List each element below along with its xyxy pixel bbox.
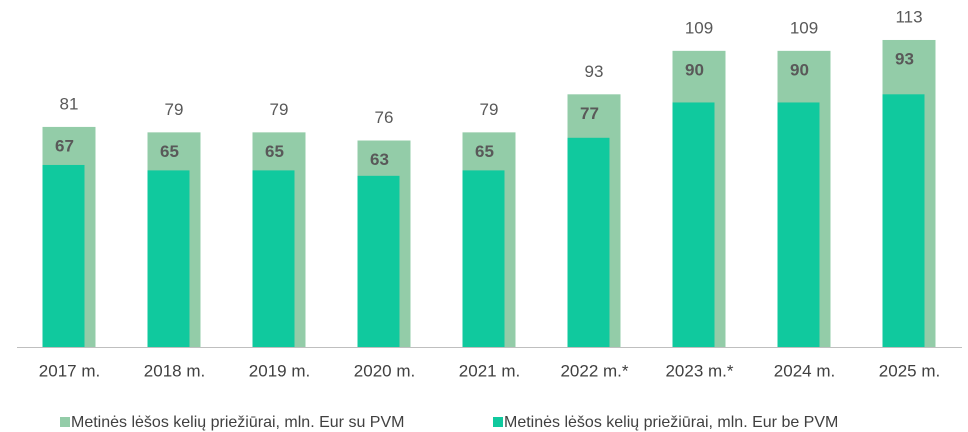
data-label: 90 — [685, 60, 704, 79]
data-label: 109 — [790, 18, 818, 37]
x-tick-label: 2020 m. — [354, 361, 415, 380]
data-label: 79 — [270, 100, 289, 119]
x-tick-label: 2017 m. — [39, 361, 100, 380]
x-tick-label: 2022 m.* — [560, 361, 628, 380]
bar — [567, 137, 610, 347]
bar — [882, 94, 925, 347]
data-label: 79 — [165, 100, 184, 119]
data-label: 63 — [370, 150, 389, 169]
x-tick-label: 2023 m.* — [665, 361, 733, 380]
data-label: 109 — [685, 18, 713, 37]
data-label: 90 — [790, 60, 809, 79]
legend-swatch — [493, 417, 503, 427]
data-label: 79 — [480, 100, 499, 119]
x-tick-label: 2018 m. — [144, 361, 205, 380]
data-label: 113 — [895, 7, 922, 26]
x-tick-label: 2019 m. — [249, 361, 310, 380]
data-label: 67 — [55, 136, 74, 155]
data-label: 65 — [475, 142, 494, 161]
bar — [147, 170, 190, 347]
bar — [252, 170, 295, 347]
data-label: 77 — [580, 104, 599, 123]
bar — [357, 175, 400, 347]
bar — [672, 102, 715, 347]
bar — [777, 102, 820, 347]
legend-swatch — [60, 417, 70, 427]
legend-label: Metinės lėšos kelių priežiūrai, mln. Eur… — [71, 414, 404, 431]
x-tick-label: 2024 m. — [774, 361, 835, 380]
data-label: 65 — [160, 142, 179, 161]
x-tick-label: 2025 m. — [879, 361, 940, 380]
data-label: 81 — [60, 94, 79, 113]
bar — [42, 164, 85, 347]
legend-label: Metinės lėšos kelių priežiūrai, mln. Eur… — [504, 414, 838, 431]
data-label: 93 — [585, 62, 604, 81]
data-label: 93 — [895, 49, 914, 68]
data-label: 76 — [375, 108, 394, 127]
bar — [462, 170, 505, 347]
x-tick-label: 2021 m. — [459, 361, 520, 380]
data-label: 65 — [265, 142, 284, 161]
